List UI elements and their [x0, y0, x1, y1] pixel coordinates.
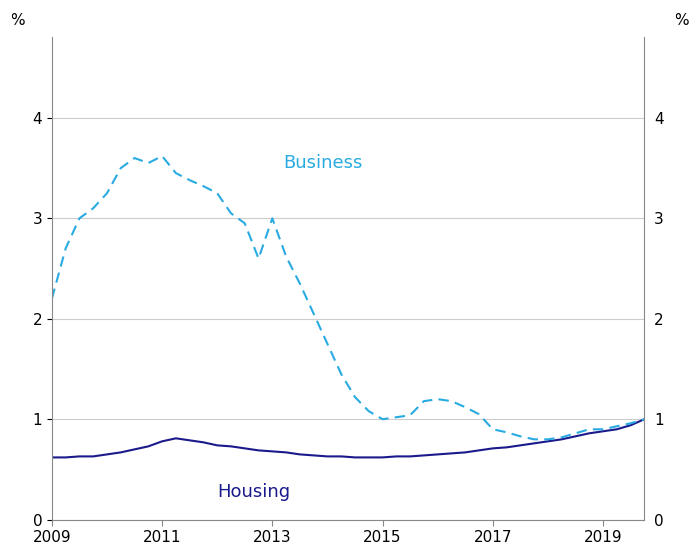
Text: Housing: Housing: [217, 482, 290, 500]
Text: %: %: [10, 13, 25, 28]
Text: Business: Business: [284, 154, 363, 172]
Text: %: %: [674, 13, 689, 28]
